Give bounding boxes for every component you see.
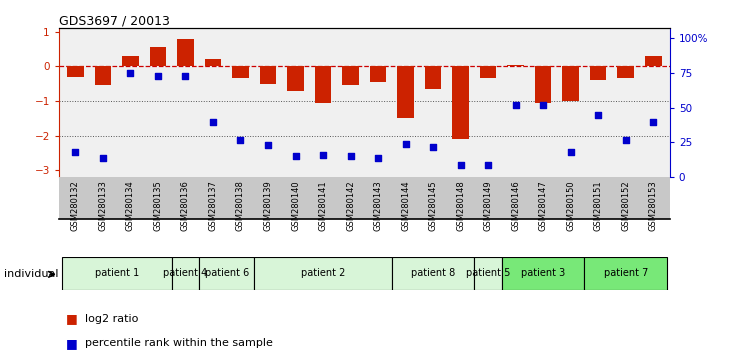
Text: GSM280147: GSM280147 — [539, 181, 548, 231]
Bar — [254, 257, 392, 290]
Bar — [287, 66, 304, 91]
Point — [180, 73, 191, 79]
Bar — [480, 66, 496, 79]
Text: patient 7: patient 7 — [604, 268, 648, 279]
Text: patient 2: patient 2 — [301, 268, 345, 279]
Text: patient 1: patient 1 — [94, 268, 139, 279]
Text: GSM280146: GSM280146 — [512, 181, 520, 231]
Text: percentile rank within the sample: percentile rank within the sample — [85, 338, 272, 348]
Point — [344, 153, 356, 159]
Text: GSM280136: GSM280136 — [181, 181, 190, 231]
Text: GSM280152: GSM280152 — [621, 181, 630, 231]
Text: GSM280134: GSM280134 — [126, 181, 135, 231]
Bar — [502, 257, 584, 290]
Text: GSM280150: GSM280150 — [566, 181, 576, 231]
Point — [290, 153, 302, 159]
Point — [372, 155, 384, 160]
Bar — [369, 66, 386, 82]
Point — [510, 102, 522, 108]
Bar — [397, 66, 414, 118]
Bar — [562, 66, 579, 101]
Text: patient 5: patient 5 — [466, 268, 510, 279]
Bar — [590, 66, 606, 80]
Text: GSM280133: GSM280133 — [99, 181, 107, 231]
Point — [317, 152, 329, 158]
Point — [620, 137, 631, 143]
Point — [97, 155, 109, 160]
Bar — [67, 66, 84, 77]
Bar — [315, 66, 331, 103]
Bar — [392, 257, 475, 290]
Text: log2 ratio: log2 ratio — [85, 314, 138, 324]
Text: GSM280151: GSM280151 — [594, 181, 603, 231]
Bar — [233, 66, 249, 79]
Bar — [122, 56, 138, 66]
Text: GSM280141: GSM280141 — [319, 181, 328, 231]
Text: GSM280148: GSM280148 — [456, 181, 465, 231]
Point — [262, 142, 274, 148]
Text: GSM280135: GSM280135 — [153, 181, 163, 231]
Bar — [205, 59, 222, 66]
Point — [152, 73, 164, 79]
Bar — [645, 56, 662, 66]
Text: ■: ■ — [66, 312, 78, 325]
Bar — [507, 65, 524, 66]
Text: patient 3: patient 3 — [521, 268, 565, 279]
Text: ■: ■ — [66, 337, 78, 350]
Bar — [453, 66, 469, 139]
Point — [565, 149, 576, 155]
Point — [592, 112, 604, 118]
Text: GSM280132: GSM280132 — [71, 181, 80, 231]
Text: GSM280143: GSM280143 — [374, 181, 383, 231]
Text: GSM280142: GSM280142 — [346, 181, 355, 231]
Point — [427, 144, 439, 149]
Text: patient 6: patient 6 — [205, 268, 249, 279]
Text: GSM280144: GSM280144 — [401, 181, 410, 231]
Bar — [425, 66, 442, 89]
Point — [482, 162, 494, 167]
Bar — [95, 66, 111, 85]
Bar — [618, 66, 634, 79]
Text: individual: individual — [4, 269, 58, 279]
Point — [537, 102, 549, 108]
Text: GDS3697 / 20013: GDS3697 / 20013 — [59, 14, 170, 27]
Point — [235, 137, 247, 143]
Bar — [62, 257, 171, 290]
Bar — [177, 39, 194, 66]
Text: patient 8: patient 8 — [411, 268, 456, 279]
Bar — [149, 47, 166, 66]
Point — [648, 119, 659, 125]
Bar — [199, 257, 254, 290]
Text: GSM280153: GSM280153 — [648, 181, 658, 231]
Text: GSM280137: GSM280137 — [208, 181, 217, 231]
Text: GSM280138: GSM280138 — [236, 181, 245, 231]
Point — [455, 162, 467, 167]
Point — [400, 141, 411, 147]
Bar — [171, 257, 199, 290]
Bar — [584, 257, 667, 290]
Point — [69, 149, 81, 155]
Bar — [342, 66, 359, 85]
Point — [124, 70, 136, 76]
Text: GSM280139: GSM280139 — [263, 181, 272, 231]
Bar — [475, 257, 502, 290]
Bar — [260, 66, 276, 84]
Text: patient 4: patient 4 — [163, 268, 208, 279]
Text: GSM280145: GSM280145 — [428, 181, 438, 231]
Point — [207, 119, 219, 125]
Bar — [535, 66, 551, 103]
Text: GSM280149: GSM280149 — [484, 181, 492, 231]
Text: GSM280140: GSM280140 — [291, 181, 300, 231]
